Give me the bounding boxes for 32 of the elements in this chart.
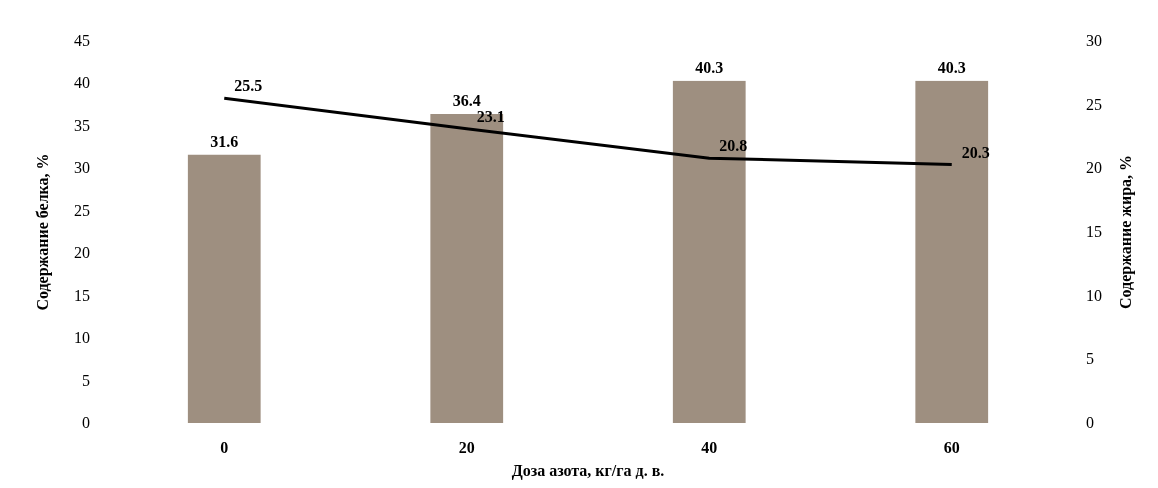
data-label: 36.4 xyxy=(452,92,481,109)
data-label: 40.3 xyxy=(937,58,966,76)
x-tick-label: 60 xyxy=(943,439,960,456)
data-label: 25.5 xyxy=(234,77,263,95)
y-tick-label: 30 xyxy=(74,159,90,177)
y-tick-label: 35 xyxy=(74,116,90,134)
y2-tick-label: 15 xyxy=(1086,223,1102,240)
y-axis-title: Содержание белка, % xyxy=(34,153,52,311)
y2-tick-label: 30 xyxy=(1086,32,1102,49)
bar xyxy=(187,154,261,423)
x-axis-title: Доза азота, кг/га д. в. xyxy=(511,462,665,480)
y2-tick-label: 0 xyxy=(1086,414,1094,431)
y-tick-label: 10 xyxy=(74,329,90,347)
bar xyxy=(915,80,989,423)
y-tick-label: 20 xyxy=(74,244,90,262)
y-tick-label: 25 xyxy=(74,201,90,219)
y2-tick-label: 10 xyxy=(1086,286,1102,304)
y2-tick-label: 20 xyxy=(1086,159,1102,177)
x-tick-label: 0 xyxy=(220,439,229,456)
y-tick-label: 15 xyxy=(74,286,90,304)
bar xyxy=(672,80,746,423)
y2-axis-title: Содержание жира, % xyxy=(1117,154,1135,310)
y-tick-label: 5 xyxy=(82,371,90,389)
y-tick-label: 0 xyxy=(82,414,90,431)
y-tick-label: 40 xyxy=(74,74,90,92)
x-tick-label: 40 xyxy=(701,439,718,456)
data-label: 31.6 xyxy=(210,132,239,150)
data-label: 40.3 xyxy=(695,58,724,76)
y-tick-label: 45 xyxy=(74,32,90,49)
y2-tick-label: 25 xyxy=(1086,95,1102,113)
y2-tick-label: 5 xyxy=(1086,350,1094,368)
x-tick-label: 20 xyxy=(458,439,475,456)
